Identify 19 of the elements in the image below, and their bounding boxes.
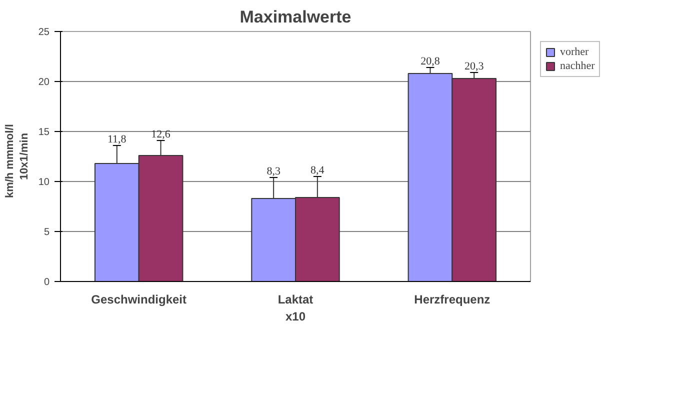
y-tick-label: 0 [44,277,50,288]
x-tick-label: Geschwindigkeit [91,292,187,306]
data-label: 11,8 [107,134,127,146]
chart-title: Maximalwerte [240,8,352,26]
y-tick-label: 10 [38,177,50,188]
legend-label: nachher [560,60,595,72]
data-label: 8,3 [266,166,281,178]
data-label: 8,4 [310,164,325,176]
data-label: 12,6 [151,128,171,140]
data-label: 20,3 [464,60,484,72]
x-tick-label: Herzfrequenz [414,292,490,306]
data-label: 20,8 [420,56,440,68]
y-tick-label: 5 [44,227,50,238]
y-axis-title: km/h mmmol/l 10x1/min [4,124,30,198]
y-tick-label: 20 [38,77,50,88]
x-tick-label: Laktat x10 [278,292,314,324]
legend-label: vorher [560,46,589,58]
y-tick-label: 15 [38,127,50,138]
y-tick-label: 25 [38,27,50,38]
